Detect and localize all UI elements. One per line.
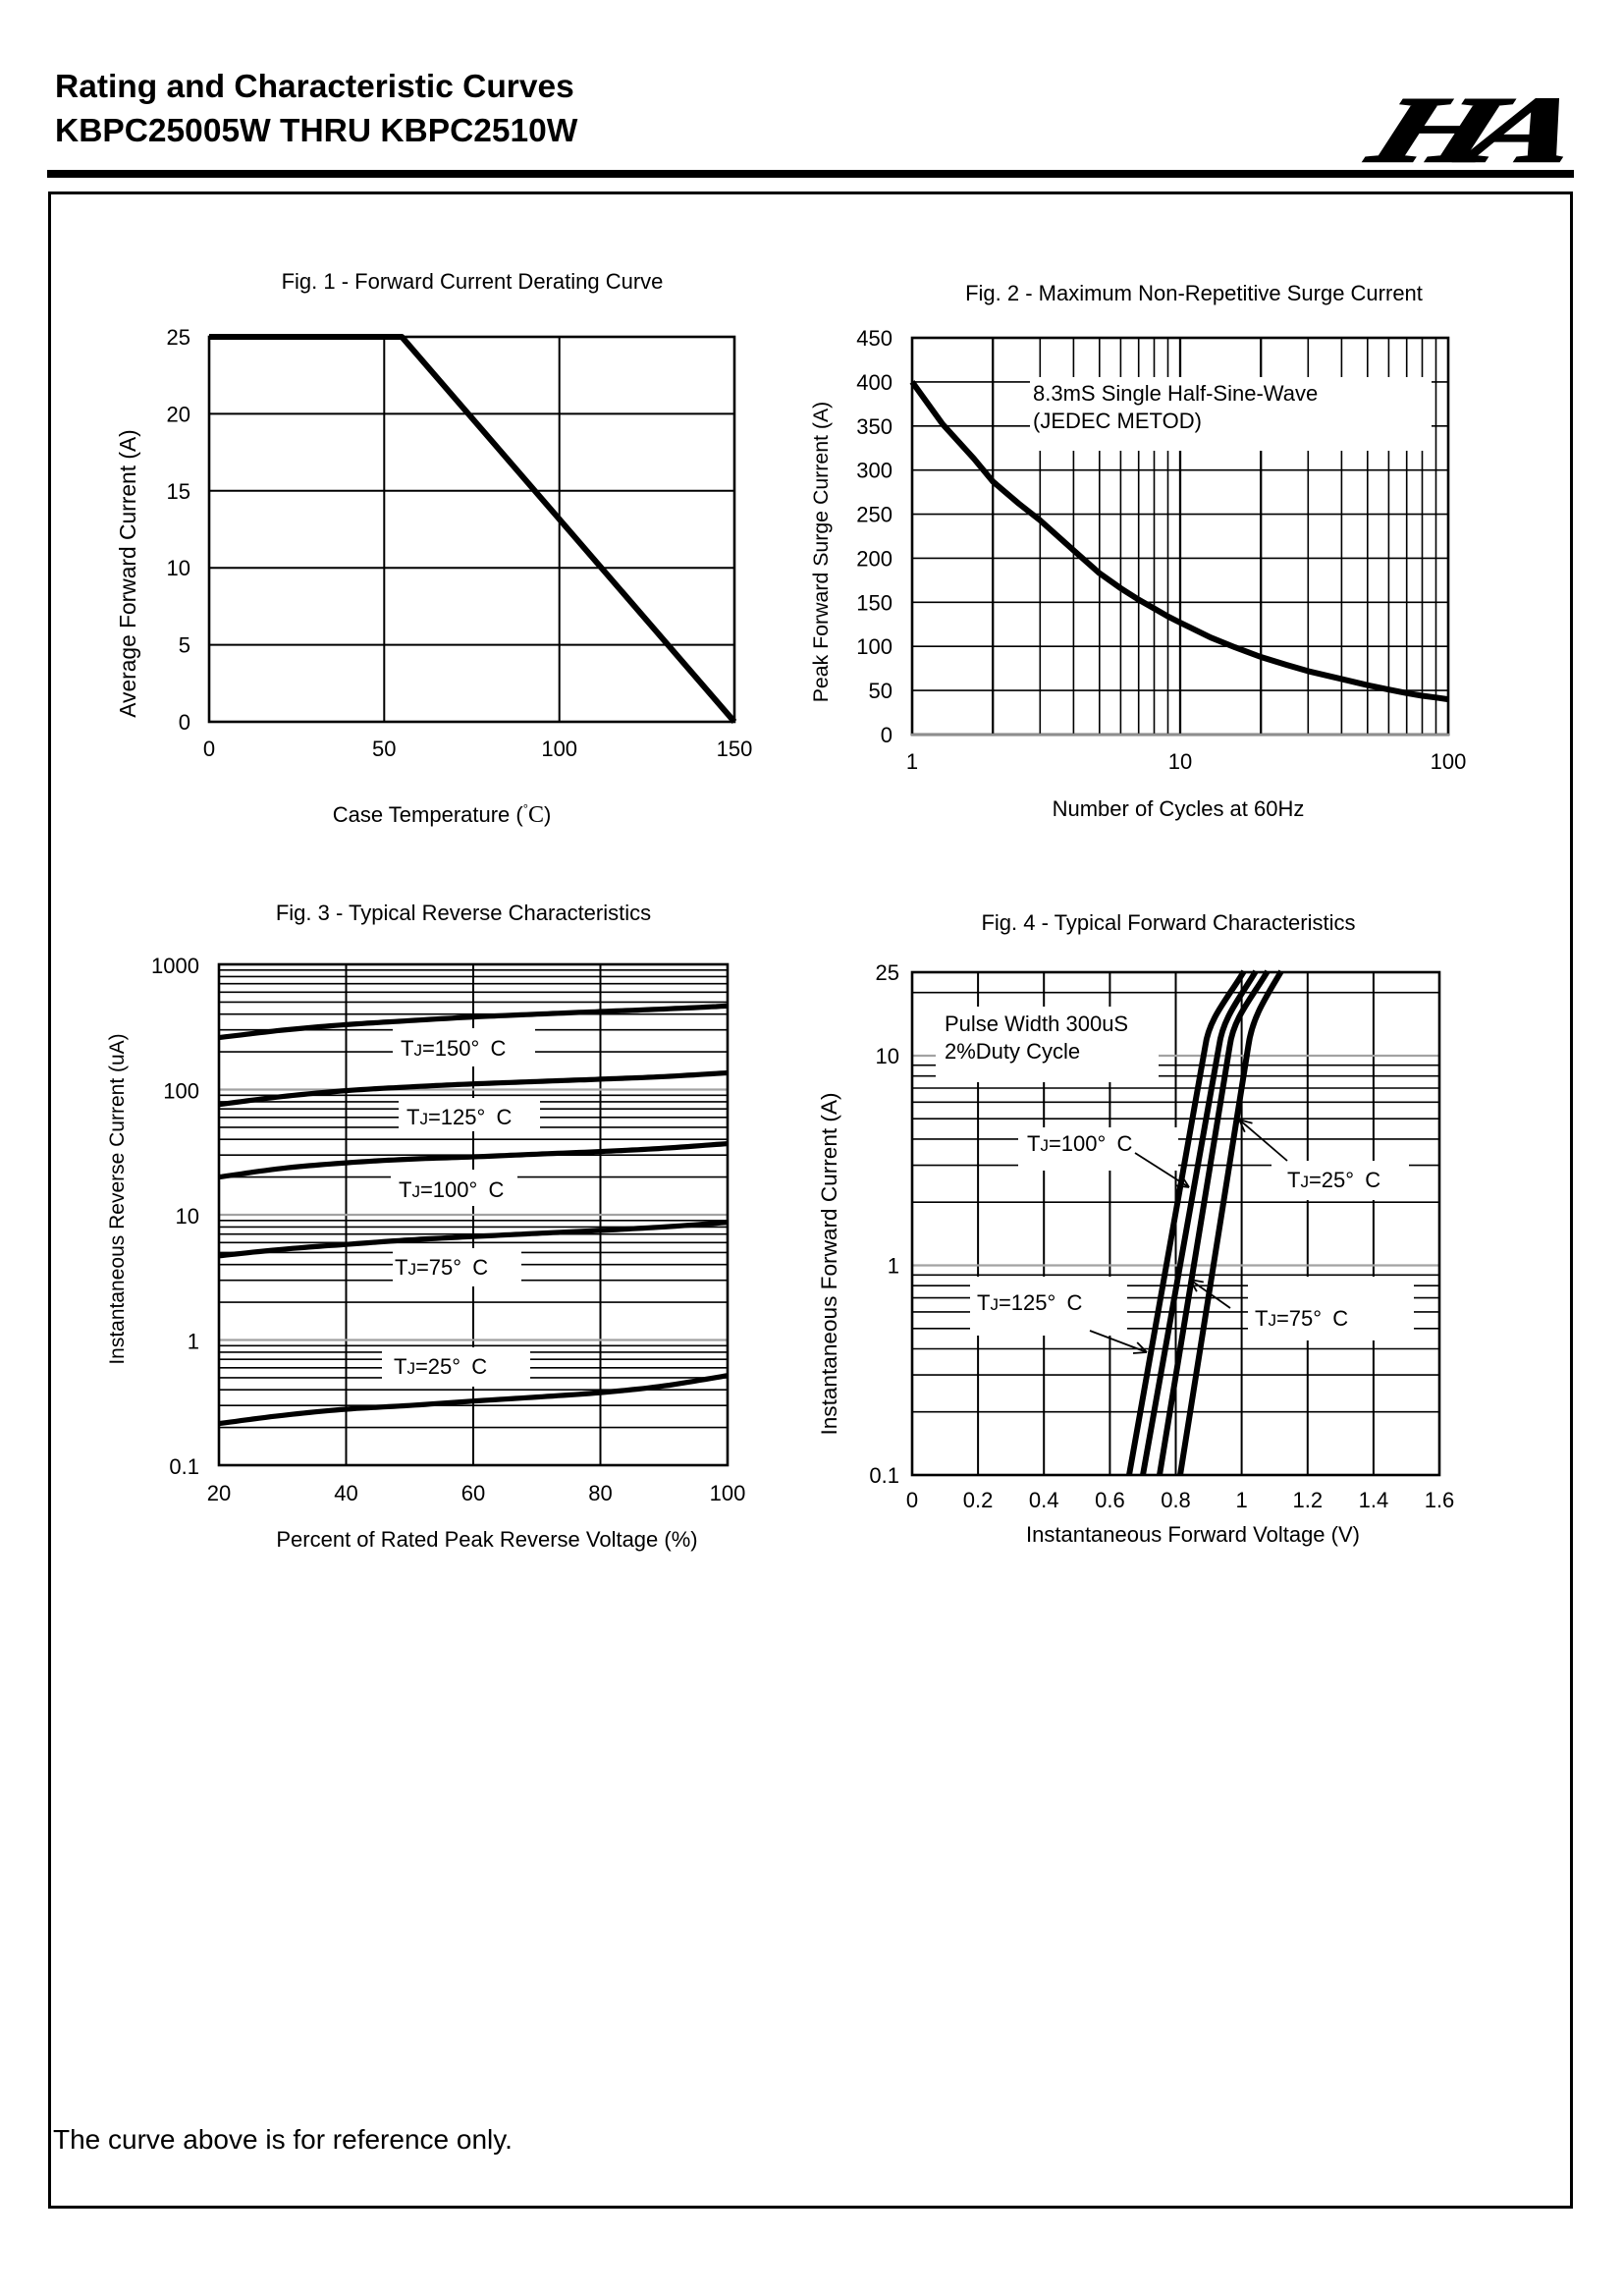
svg-text:Peak Forward Surge Current (A): Peak Forward Surge Current (A)	[809, 402, 833, 703]
svg-text:300: 300	[856, 459, 893, 483]
svg-text:25: 25	[167, 325, 190, 350]
svg-text:TJ=75° C: TJ=75° C	[395, 1255, 488, 1280]
svg-text:10: 10	[876, 1044, 899, 1068]
svg-text:TJ=100° C: TJ=100° C	[399, 1177, 504, 1202]
svg-text:100: 100	[1431, 749, 1467, 774]
svg-text:1: 1	[1235, 1488, 1247, 1512]
svg-text:Instantaneous Forward Voltage: Instantaneous Forward Voltage (V)	[1026, 1522, 1360, 1547]
svg-text:Fig. 1 - Forward Current Derat: Fig. 1 - Forward Current Derating Curve	[282, 269, 664, 294]
svg-text:Rating and Characteristic Curv: Rating and Characteristic Curves	[55, 69, 574, 105]
svg-text:1: 1	[188, 1330, 199, 1354]
svg-text:350: 350	[856, 414, 893, 439]
svg-text:50: 50	[372, 737, 396, 761]
svg-text:8.3mS Single Half-Sine-Wave: 8.3mS Single Half-Sine-Wave	[1033, 381, 1318, 406]
svg-text:TJ=125° C: TJ=125° C	[977, 1290, 1082, 1315]
svg-text:250: 250	[856, 503, 893, 527]
svg-text:0.6: 0.6	[1095, 1488, 1125, 1512]
svg-text:5: 5	[179, 633, 190, 658]
svg-text:200: 200	[856, 546, 893, 571]
svg-text:0.8: 0.8	[1161, 1488, 1191, 1512]
svg-text:80: 80	[588, 1481, 612, 1505]
svg-text:Average Forward Current (A): Average Forward Current (A)	[115, 429, 140, 718]
svg-text:Fig. 2 - Maximum Non-Repetitiv: Fig. 2 - Maximum Non-Repetitive Surge Cu…	[965, 281, 1423, 305]
svg-text:10: 10	[167, 556, 190, 580]
svg-text:100: 100	[856, 634, 893, 659]
svg-text:15: 15	[167, 479, 190, 504]
svg-text:0: 0	[203, 737, 215, 761]
svg-text:TJ=125° C: TJ=125° C	[406, 1105, 512, 1129]
svg-text:Fig. 3 - Typical Reverse Chara: Fig. 3 - Typical Reverse Characteristics	[276, 901, 651, 925]
svg-text:TJ=25° C: TJ=25° C	[1287, 1168, 1380, 1192]
svg-text:TJ=100° C: TJ=100° C	[1027, 1131, 1132, 1156]
svg-text:0: 0	[906, 1488, 918, 1512]
svg-text:20: 20	[207, 1481, 231, 1505]
svg-text:(JEDEC METOD): (JEDEC METOD)	[1033, 409, 1202, 433]
svg-text:0.2: 0.2	[963, 1488, 994, 1512]
svg-text:Fig. 4 - Typical Forward Chara: Fig. 4 - Typical Forward Characteristics	[981, 910, 1355, 935]
svg-text:10: 10	[1168, 749, 1192, 774]
svg-text:Case Temperature (°C): Case Temperature (°C)	[333, 801, 552, 828]
svg-text:Percent of Rated Peak Reverse: Percent of Rated Peak Reverse Voltage (%…	[276, 1527, 697, 1552]
svg-text:KBPC25005W THRU KBPC2510W: KBPC25005W THRU KBPC2510W	[55, 113, 578, 149]
svg-text:150: 150	[717, 737, 753, 761]
svg-text:100: 100	[710, 1481, 746, 1505]
svg-text:60: 60	[461, 1481, 485, 1505]
svg-text:TJ=75° C: TJ=75° C	[1255, 1306, 1348, 1331]
svg-text:25: 25	[876, 960, 899, 985]
svg-text:0: 0	[881, 723, 893, 747]
svg-text:50: 50	[869, 679, 893, 703]
svg-text:100: 100	[163, 1079, 199, 1104]
svg-text:Instantaneous Forward Current: Instantaneous Forward Current (A)	[817, 1092, 841, 1435]
svg-text:10: 10	[176, 1204, 199, 1229]
svg-text:450: 450	[856, 326, 893, 351]
svg-text:Instantaneous Reverse Current: Instantaneous Reverse Current (uA)	[106, 1033, 129, 1364]
svg-text:20: 20	[167, 402, 190, 426]
svg-text:0: 0	[179, 710, 190, 735]
svg-text:0.1: 0.1	[169, 1454, 199, 1479]
svg-text:The curve above is for referen: The curve above is for reference only.	[53, 2124, 513, 2155]
svg-text:1.2: 1.2	[1293, 1488, 1324, 1512]
svg-text:1: 1	[906, 749, 918, 774]
svg-text:1000: 1000	[151, 954, 199, 978]
svg-text:Pulse Width 300uS: Pulse Width 300uS	[945, 1011, 1128, 1036]
svg-text:400: 400	[856, 370, 893, 395]
svg-text:1: 1	[888, 1254, 899, 1279]
svg-text:1.4: 1.4	[1359, 1488, 1389, 1512]
svg-text:40: 40	[334, 1481, 357, 1505]
svg-text:Number of Cycles at 60Hz: Number of Cycles at 60Hz	[1053, 796, 1305, 821]
svg-text:1.6: 1.6	[1425, 1488, 1455, 1512]
svg-text:2%Duty Cycle: 2%Duty Cycle	[945, 1039, 1080, 1064]
svg-text:100: 100	[541, 737, 577, 761]
svg-text:0.4: 0.4	[1029, 1488, 1059, 1512]
svg-text:150: 150	[856, 590, 893, 615]
svg-text:TJ=150° C: TJ=150° C	[401, 1036, 506, 1061]
svg-text:0.1: 0.1	[869, 1463, 899, 1488]
svg-text:TJ=25° C: TJ=25° C	[394, 1354, 487, 1379]
